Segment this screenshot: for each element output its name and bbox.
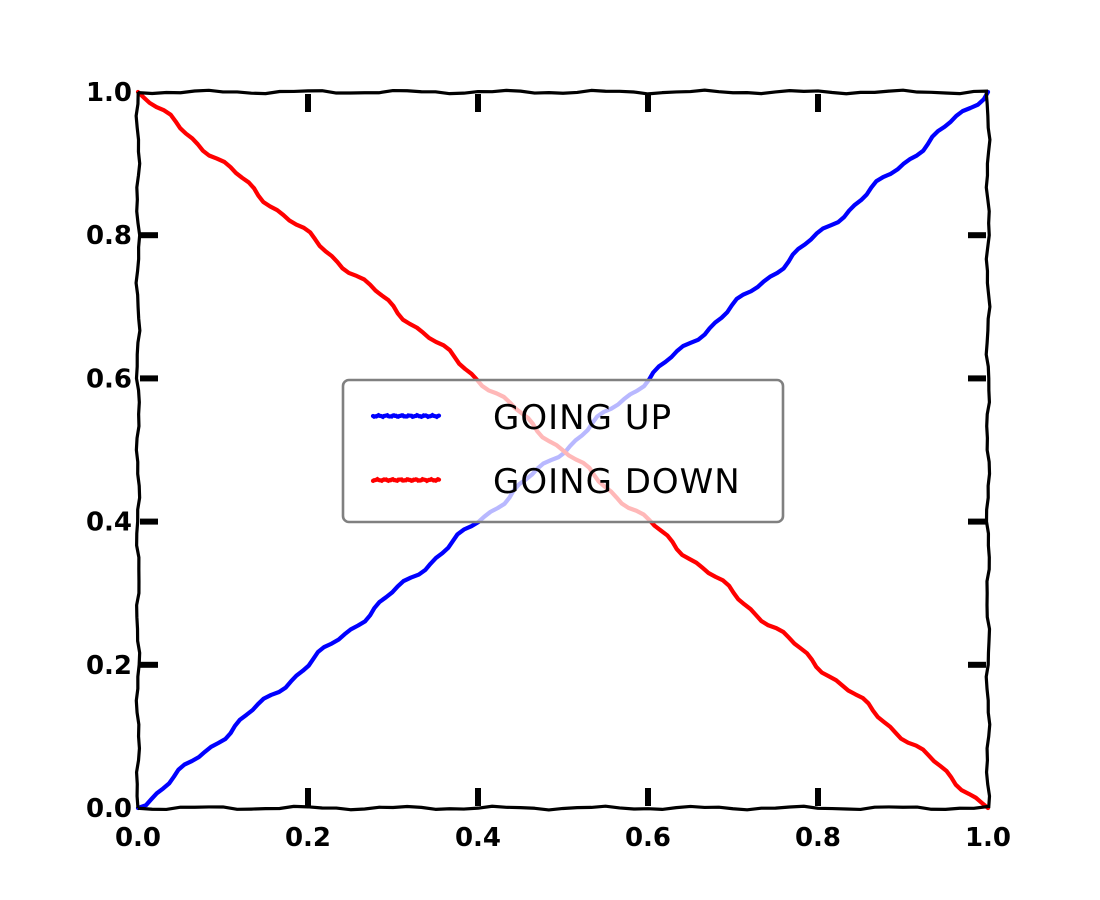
legend-swatch-going-up (370, 412, 442, 420)
legend-entries: GOING UP GOING DOWN (370, 398, 741, 502)
y-tick-left (140, 232, 158, 239)
y-tick-label: 0.8 (86, 221, 132, 251)
x-tick-bottom (475, 788, 481, 806)
y-tick-label: 0.4 (86, 508, 132, 538)
x-tick-bottom (815, 788, 821, 806)
x-tick-top (475, 94, 481, 112)
y-tick-right (968, 661, 986, 668)
legend-box (341, 378, 785, 524)
plot-frame (134, 88, 992, 812)
y-tick-left (140, 518, 158, 525)
x-tick-label: 0.4 (455, 823, 501, 853)
x-axis-tick-labels: 0.0 0.2 0.4 0.6 0.8 1.0 (115, 823, 1011, 853)
x-tick-label: 0.8 (795, 823, 841, 853)
x-tick-top (305, 94, 311, 112)
x-tick-bottom (305, 788, 311, 806)
x-tick-label: 0.0 (115, 823, 161, 853)
y-axis-tick-labels: 0.0 0.2 0.4 0.6 0.8 1.0 (86, 78, 132, 824)
y-tick-right (968, 232, 986, 239)
y-tick-left (140, 661, 158, 668)
legend-label: GOING DOWN (493, 462, 741, 502)
y-tick-label: 0.2 (86, 651, 132, 681)
legend-label: GOING UP (493, 398, 672, 438)
x-tick-bottom (645, 788, 651, 806)
y-tick-right (968, 518, 986, 525)
y-tick-label: 1.0 (86, 78, 132, 108)
x-tick-label: 1.0 (965, 823, 1011, 853)
legend-swatch-going-down (370, 476, 442, 484)
tick-marks (140, 94, 986, 806)
x-tick-top (815, 94, 821, 112)
y-tick-label: 0.6 (86, 364, 132, 394)
legend: GOING UP GOING DOWN (341, 378, 785, 524)
x-tick-top (645, 94, 651, 112)
x-tick-label: 0.2 (285, 823, 331, 853)
y-tick-left (140, 375, 158, 382)
y-tick-right (968, 375, 986, 382)
x-tick-label: 0.6 (625, 823, 671, 853)
y-tick-label: 0.0 (86, 794, 132, 824)
